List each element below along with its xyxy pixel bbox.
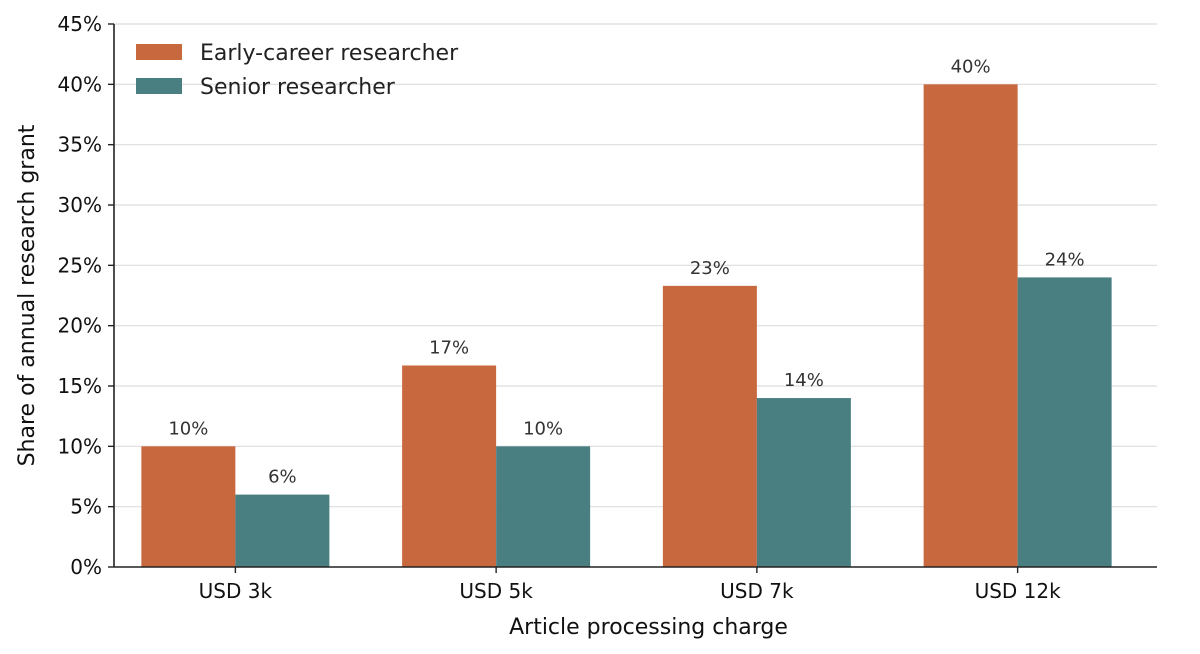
y-tick-label: 20% [58,314,102,338]
y-tick-label: 10% [58,434,102,458]
x-tick-label: USD 12k [975,579,1062,603]
legend-label: Early-career researcher [200,41,459,66]
x-tick-label: USD 5k [459,579,533,603]
y-tick-label: 40% [58,72,102,96]
data-label: 40% [951,56,991,77]
bar [923,84,1018,567]
y-tick-label: 0% [70,555,102,579]
y-tick-label: 15% [58,374,102,398]
data-label: 10% [168,418,208,439]
bar [662,285,757,567]
y-axis-title: Share of annual research grant [15,124,40,466]
legend: Early-career researcher Senior researcher [136,41,459,100]
y-tick-label: 25% [58,253,102,277]
bar [1017,277,1112,567]
data-labels: 10% 6% 17% 10% 23% 14% 40% 24% [168,56,1084,487]
legend-swatch [136,44,182,60]
bar [402,365,497,567]
data-label: 10% [523,418,563,439]
data-label: 23% [690,258,730,279]
axes [113,24,1157,568]
data-label: 17% [429,337,469,358]
bar [756,398,851,567]
x-tick-label: USD 7k [720,579,794,603]
y-tick-label: 35% [58,133,102,157]
x-tick-label: USD 3k [199,579,273,603]
legend-swatch [136,78,182,94]
data-label: 6% [268,467,297,488]
bars [141,84,1112,567]
bar [235,494,330,567]
y-tick-label: 5% [70,495,102,519]
x-ticks: USD 3k USD 5k USD 7k USD 12k [199,567,1061,603]
bar [141,446,236,567]
gridlines [114,23,1157,508]
y-tick-label: 45% [58,12,102,36]
data-label: 24% [1045,249,1085,270]
x-axis-title: Article processing charge [509,615,788,640]
bar [496,446,591,567]
data-label: 14% [784,370,824,391]
y-tick-label: 30% [58,193,102,217]
legend-label: Senior researcher [200,75,396,100]
y-ticks: 0% 5% 10% 15% 20% 25% 30% 35% 40% 45% [58,12,114,579]
